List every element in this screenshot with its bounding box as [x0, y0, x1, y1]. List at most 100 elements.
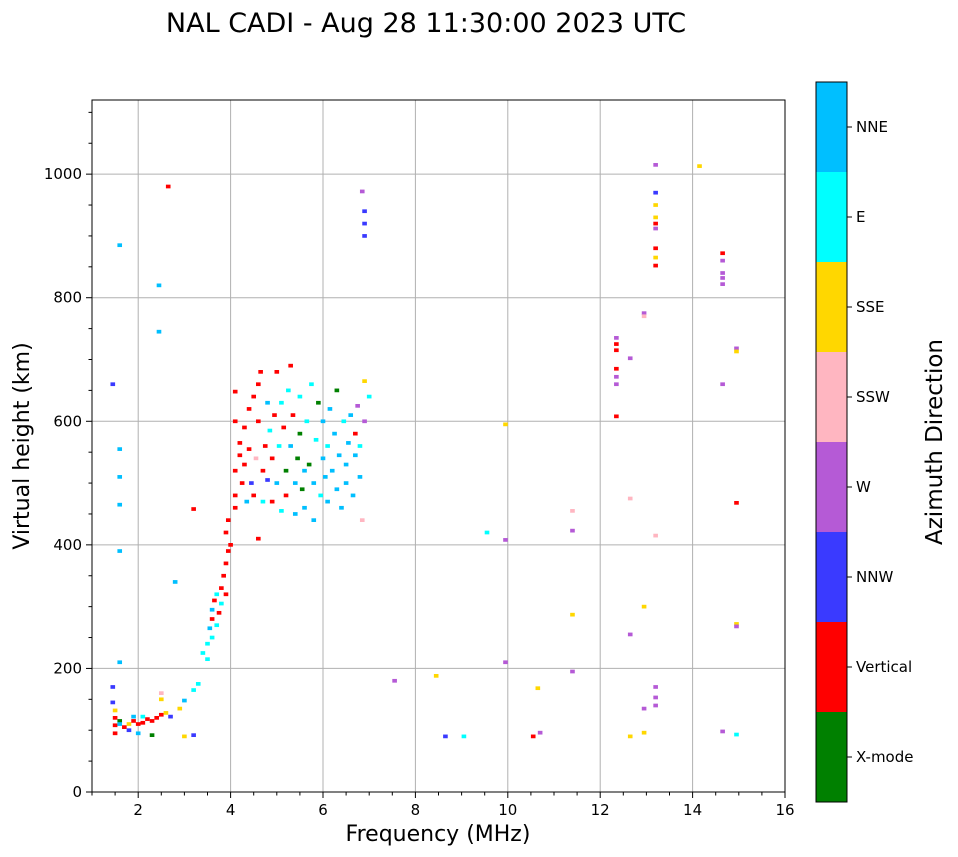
echo-point-x-mode	[117, 719, 123, 723]
x-tick-label: 12	[591, 801, 610, 819]
echo-point-w	[503, 660, 508, 665]
echo-point-e	[313, 437, 319, 442]
echo-point-e	[214, 592, 220, 597]
echo-point-nne	[311, 518, 317, 522]
echo-point-w	[720, 729, 725, 734]
colorbar-label: X-mode	[856, 748, 913, 766]
echo-point-nne	[244, 499, 250, 504]
x-tick-label: 16	[775, 801, 794, 819]
echo-point-sse	[177, 706, 183, 711]
echo-point-vertical	[272, 413, 277, 417]
echo-point-vertical	[251, 493, 257, 498]
echo-point-nne	[323, 475, 328, 479]
echo-point-e	[260, 499, 266, 504]
y-tick-label: 400	[53, 536, 82, 554]
echo-point-sse	[163, 711, 169, 715]
echo-point-vertical	[258, 370, 263, 374]
echo-point-w	[570, 528, 575, 533]
echo-point-sse	[641, 730, 647, 735]
echo-point-e	[357, 444, 363, 448]
echo-point-e	[267, 428, 273, 433]
echo-point-ssw	[641, 314, 647, 319]
echo-point-vertical	[239, 481, 245, 485]
echo-point-w	[641, 311, 647, 316]
echo-point-vertical	[112, 731, 118, 736]
echo-point-vertical	[225, 518, 231, 522]
colorbar-segment-nnw	[816, 532, 847, 622]
echo-point-w	[362, 419, 367, 424]
echo-point-w	[614, 382, 619, 387]
echo-point-sse	[182, 734, 187, 739]
echo-point-nne	[131, 714, 136, 719]
echo-point-e	[734, 732, 739, 737]
echo-point-vertical	[219, 586, 224, 590]
echo-point-e	[286, 388, 291, 393]
echo-point-vertical	[530, 734, 536, 739]
echo-point-x-mode	[283, 468, 289, 473]
echo-point-vertical	[232, 493, 238, 498]
echo-point-e	[318, 493, 323, 498]
echo-point-ssw	[253, 456, 259, 461]
colorbar-label: SSE	[856, 298, 885, 316]
echo-point-vertical	[140, 720, 146, 725]
colorbar-title: Azimuth Direction	[922, 339, 948, 545]
echo-point-vertical	[283, 493, 289, 498]
echo-point-vertical	[353, 431, 358, 436]
echo-point-nnw	[110, 685, 116, 689]
echo-point-nnw	[110, 382, 116, 387]
echo-point-nne	[346, 441, 351, 445]
echo-point-e	[309, 382, 314, 387]
echo-point-vertical	[221, 573, 226, 578]
echo-point-w	[720, 382, 725, 387]
echo-point-nne	[117, 549, 123, 553]
echo-point-sse	[126, 722, 132, 726]
echo-point-vertical	[288, 363, 293, 368]
colorbar-segment-nne	[816, 82, 847, 172]
colorbar-label: W	[856, 478, 871, 496]
echo-point-vertical	[149, 719, 155, 723]
echo-point-nne	[325, 499, 330, 504]
echo-point-nne	[329, 468, 335, 473]
echo-point-vertical	[274, 370, 280, 374]
echo-point-e	[461, 734, 467, 739]
echo-point-e	[484, 530, 490, 535]
echo-point-e	[279, 400, 284, 405]
echo-point-nnw	[265, 478, 270, 482]
echo-point-sse	[535, 686, 541, 691]
echo-point-vertical	[734, 500, 739, 505]
echo-point-nnw	[249, 481, 254, 485]
y-axis-label: Virtual height (km)	[10, 342, 35, 549]
echo-point-vertical	[281, 425, 287, 430]
echo-point-vertical	[653, 246, 658, 251]
echo-point-vertical	[260, 468, 266, 473]
echo-point-e	[325, 444, 330, 448]
colorbar-segment-ssw	[816, 352, 847, 442]
echo-point-nnw	[110, 700, 116, 705]
echo-point-w	[653, 703, 658, 708]
echo-point-vertical	[269, 499, 275, 504]
echo-point-vertical	[223, 561, 229, 566]
colorbar-segment-vertical	[816, 622, 847, 712]
echo-point-nne	[357, 475, 363, 479]
echo-point-vertical	[212, 598, 217, 603]
echo-point-nne	[320, 456, 326, 461]
echo-point-e	[297, 394, 303, 399]
colorbar-segment-x-mode	[816, 712, 847, 802]
colorbar-label: SSW	[856, 388, 890, 406]
echo-point-nne	[332, 431, 337, 436]
echo-point-nnw	[443, 734, 448, 739]
echo-point-vertical	[232, 468, 238, 473]
echo-point-nne	[292, 481, 298, 485]
axes: 2 4 6 8 10 12 14 16 0 200 400 600 800 1000	[44, 111, 795, 819]
echo-point-e	[200, 651, 206, 655]
echo-point-vertical	[246, 447, 252, 451]
echo-point-ssw	[653, 533, 658, 538]
echo-point-e	[279, 509, 284, 513]
echo-point-nnw	[191, 733, 196, 738]
echo-point-nne	[209, 607, 215, 612]
y-tick-label: 200	[53, 659, 82, 677]
echo-point-nnw	[126, 728, 132, 733]
echo-point-nne	[311, 481, 317, 485]
colorbar-frame	[815, 81, 848, 803]
